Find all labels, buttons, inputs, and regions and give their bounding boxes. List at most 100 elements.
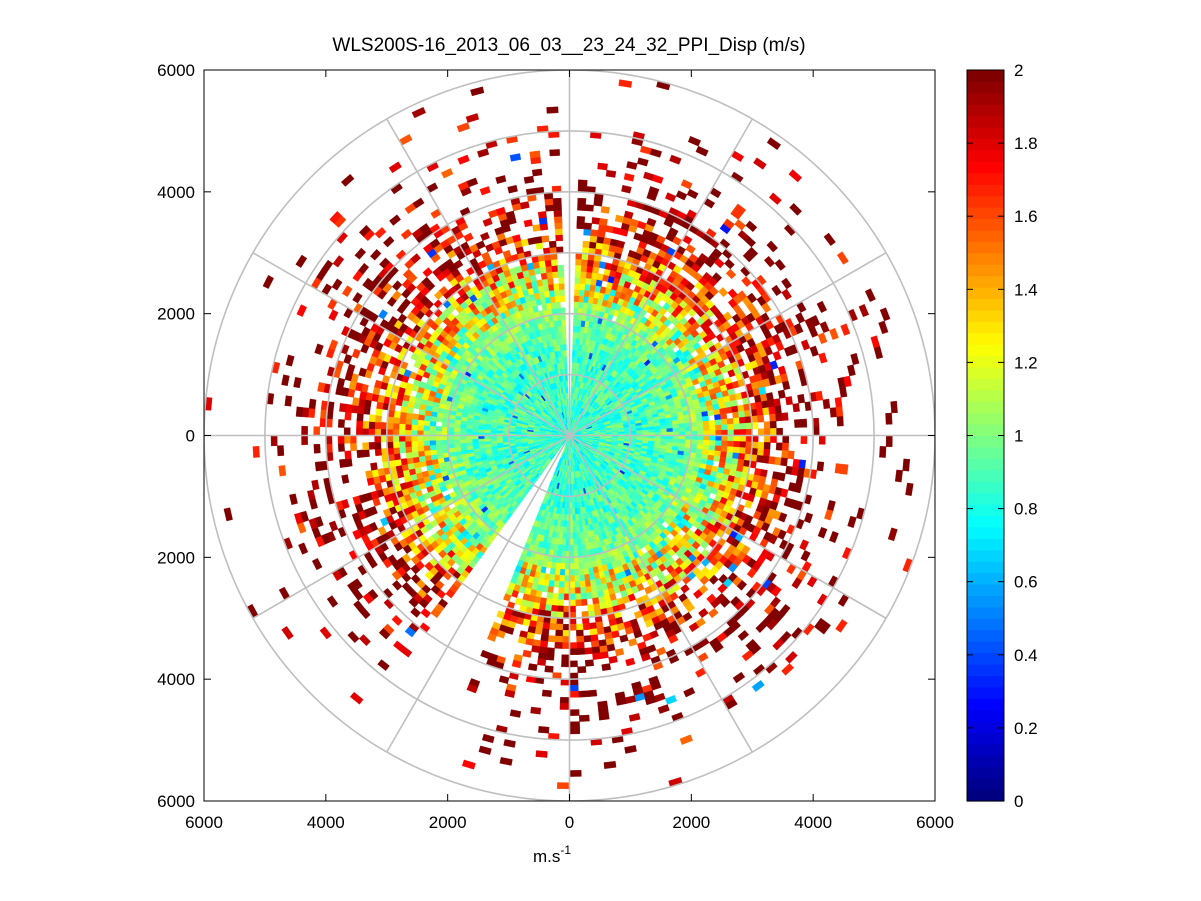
range-gate [578,301,584,309]
range-gate [587,604,595,612]
range-gate [727,435,735,442]
range-gate [572,520,577,528]
range-gate [363,406,371,415]
range-gate [702,439,710,446]
range-gate [840,323,851,336]
range-gate [588,622,597,630]
range-gate [591,646,601,654]
range-gate [573,568,580,576]
range-gate [562,636,570,643]
range-gate [726,446,734,453]
range-gate [579,289,586,297]
range-gate [590,585,598,593]
range-gate [343,427,351,436]
range-gate [547,586,554,594]
range-gate [343,435,351,444]
range-gate [858,303,870,318]
range-gate [714,414,722,421]
range-gate [578,690,589,698]
range-gate [702,425,710,432]
range-gate [471,438,479,443]
range-gate [341,474,350,484]
range-gate [713,455,721,463]
range-gate [577,197,587,205]
range-gate [284,395,293,407]
range-gate [313,443,321,454]
range-gate [569,727,581,735]
range-gate [569,684,579,692]
range-gate [459,442,467,448]
range-gate [417,445,425,452]
range-gate [524,637,534,646]
range-gate [630,430,637,434]
range-gate [666,424,674,429]
range-gate [405,418,413,425]
range-gate [563,593,570,601]
range-gate [769,413,777,422]
range-gate [561,642,570,649]
range-gate [574,575,580,582]
range-gate [314,461,323,472]
range-gate [362,428,369,436]
range-gate [551,598,559,606]
range-gate [301,435,308,446]
range-gate [553,574,560,582]
range-gate [800,418,808,428]
range-gate [672,427,680,433]
range-gate [648,429,655,433]
range-gate [587,259,595,267]
range-gate [399,446,407,454]
range-gate [720,418,728,426]
range-gate [879,446,887,458]
range-gate [417,419,425,426]
range-gate [362,449,370,458]
range-gate [768,456,776,465]
range-gate [725,268,737,280]
range-gate [453,439,461,444]
range-gate [660,428,668,433]
range-gate [642,429,649,434]
range-gate [702,420,710,427]
range-gate [574,264,582,272]
range-gate [590,634,599,642]
range-gate [721,440,729,447]
range-gate [720,445,728,453]
range-gate [569,648,578,656]
range-gate [732,411,740,419]
range-gate [774,456,782,466]
range-gate [573,301,580,309]
range-gate [576,641,585,649]
range-gate [756,408,764,417]
range-gate [775,412,783,422]
range-gate [605,169,617,178]
range-gate [574,581,581,588]
range-gate [579,580,586,588]
range-gate [589,628,598,636]
range-gate [374,435,382,443]
range-gate [374,448,382,457]
range-gate [554,568,561,576]
range-gate [575,258,583,266]
range-gate [781,288,792,301]
range-gate [563,605,570,613]
range-gate [836,251,849,265]
range-gate [666,428,674,433]
range-gate [585,592,593,600]
range-gate [410,429,418,436]
range-gate [755,401,763,410]
range-gate [555,623,564,631]
range-gate [618,79,633,88]
range-gate [768,192,782,205]
range-gate [766,240,778,253]
range-gate [429,439,437,446]
range-gate [357,405,365,415]
range-gate [757,428,765,436]
range-gate [502,437,509,441]
range-gate [429,444,437,451]
range-gate [738,453,746,461]
range-gate [731,405,739,413]
range-gate [873,346,884,360]
range-gate [411,413,419,420]
range-gate [714,445,722,452]
range-gate [720,451,728,458]
